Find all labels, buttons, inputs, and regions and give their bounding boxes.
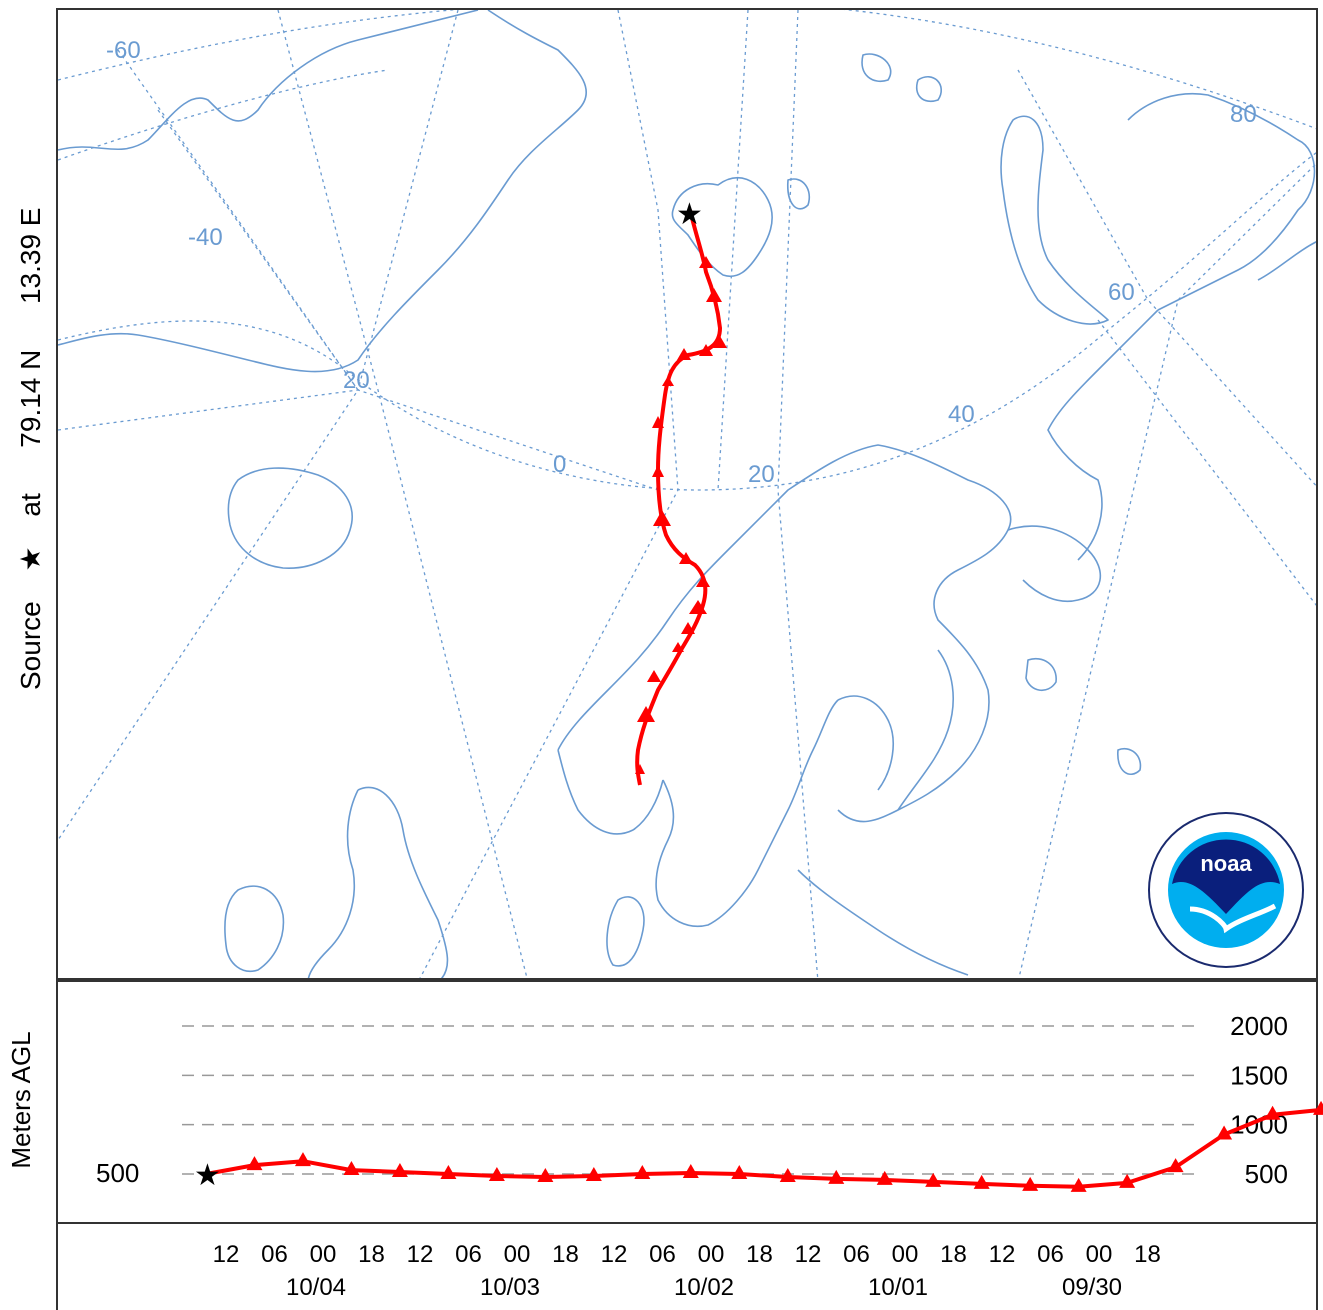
height-panel bbox=[56, 980, 1318, 1224]
height-ylabel: Meters AGL bbox=[6, 1031, 36, 1168]
trajectory-marker bbox=[672, 642, 684, 652]
novaya-zemlya-coast bbox=[1000, 115, 1109, 325]
star-icon: ★ bbox=[15, 546, 46, 572]
source-lat: 79.14 N bbox=[15, 349, 46, 448]
baltic-coast bbox=[655, 699, 969, 976]
graticule-labels: -60 -40 20 0 20 40 60 80 bbox=[106, 37, 1257, 488]
trajectory-marker bbox=[699, 344, 713, 356]
trajectory-marker bbox=[677, 348, 691, 360]
iceland-coast bbox=[227, 467, 353, 569]
noaa-logo-icon: noaa bbox=[1148, 812, 1304, 968]
graticule-label: 20 bbox=[343, 367, 370, 394]
trajectory-marker bbox=[713, 336, 727, 348]
graticule-label: 0 bbox=[553, 451, 566, 478]
graticule-label: -40 bbox=[188, 224, 223, 251]
map-panel: -60 -40 20 0 20 40 60 80 bbox=[56, 8, 1318, 980]
trajectory: ★ bbox=[635, 198, 727, 786]
trajectory-marker bbox=[699, 256, 713, 268]
greenland-coast bbox=[58, 10, 588, 373]
at-text: at bbox=[15, 493, 46, 517]
source-label: Source ★ at 79.14 N 13.39 E bbox=[14, 208, 47, 690]
scandinavia-coast bbox=[557, 444, 1012, 835]
graticule-label: 40 bbox=[948, 401, 975, 428]
graticule-label: -60 bbox=[106, 37, 141, 64]
trajectory-marker bbox=[679, 552, 693, 564]
britain-coast bbox=[307, 786, 449, 978]
trajectory-marker bbox=[662, 376, 674, 386]
trajectory-marker bbox=[653, 510, 671, 526]
trajectory-marker bbox=[706, 288, 722, 302]
svalbard-coast bbox=[671, 176, 773, 277]
trajectory-marker bbox=[681, 622, 695, 634]
trajectory-marker bbox=[689, 600, 707, 614]
trajectory-markers bbox=[635, 256, 727, 774]
trajectory-marker bbox=[637, 706, 655, 722]
graticule-label: 60 bbox=[1108, 279, 1135, 306]
source-star-icon: ★ bbox=[676, 198, 703, 231]
trajectory-line bbox=[635, 209, 722, 786]
logo-text: noaa bbox=[1200, 851, 1252, 876]
trajectory-marker bbox=[652, 416, 664, 428]
time-axis-panel bbox=[56, 1222, 1318, 1310]
trajectory-marker bbox=[635, 764, 645, 774]
graticule-label: 20 bbox=[748, 461, 775, 488]
coastlines bbox=[58, 10, 1316, 978]
source-text: Source bbox=[15, 601, 46, 690]
map-svg: -60 -40 20 0 20 40 60 80 bbox=[58, 10, 1316, 978]
graticule bbox=[58, 10, 1316, 978]
russia-coast bbox=[1127, 92, 1316, 311]
trajectory-marker bbox=[696, 575, 710, 587]
trajectory-marker bbox=[652, 465, 664, 477]
source-lon: 13.39 E bbox=[15, 207, 46, 305]
trajectory-marker bbox=[647, 670, 661, 682]
